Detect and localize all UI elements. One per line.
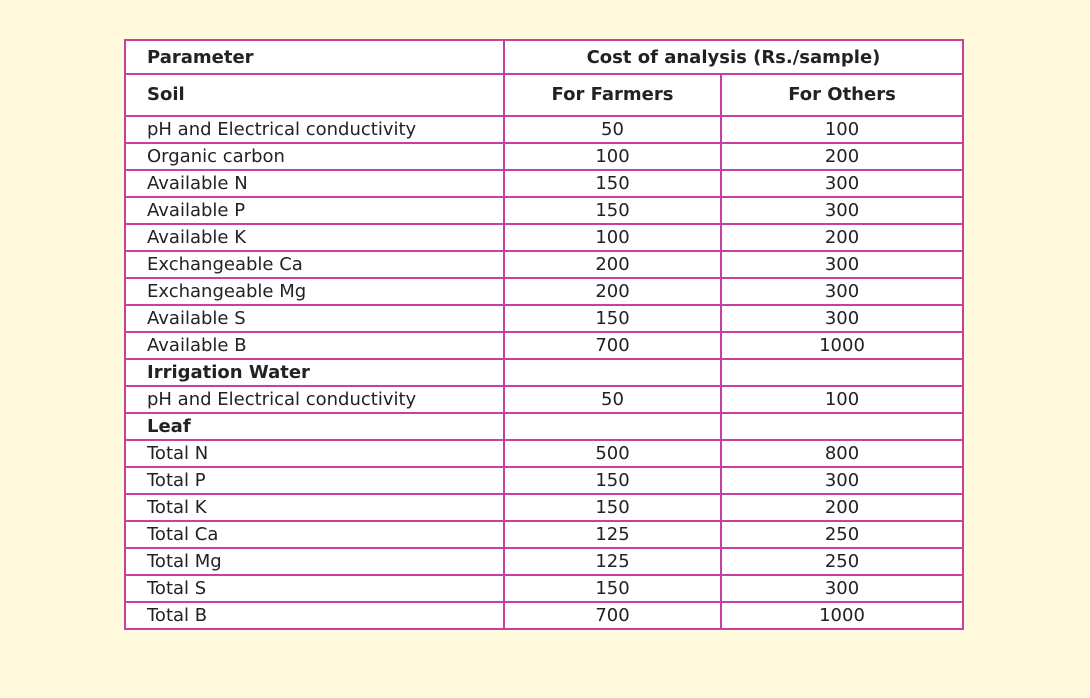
- param-cell: Exchangeable Ca: [124, 250, 505, 279]
- table-row: Exchangeable Mg 200 300: [124, 277, 965, 306]
- others-cost-cell: 1000: [719, 331, 965, 360]
- farmers-cost-cell: 150: [503, 169, 722, 198]
- farmers-cost-cell: 150: [503, 493, 722, 522]
- farmers-cost-cell: 200: [503, 250, 722, 279]
- others-cost-cell: 250: [719, 520, 965, 549]
- others-cost-cell: 200: [719, 142, 965, 171]
- param-cell: Total S: [124, 574, 505, 603]
- table-row: Total B 700 1000: [124, 601, 965, 630]
- parameter-header: Parameter: [124, 39, 505, 75]
- empty-cell: [503, 412, 722, 441]
- table-row: Available N 150 300: [124, 169, 965, 198]
- param-cell: Total N: [124, 439, 505, 468]
- cost-header: Cost of analysis (Rs./sample): [502, 39, 965, 75]
- section-row: Irrigation Water: [124, 358, 965, 387]
- table-row: Available S 150 300: [124, 304, 965, 333]
- others-cost-cell: 300: [719, 277, 965, 306]
- farmers-cost-cell: 125: [503, 547, 722, 576]
- table-row: Total P 150 300: [124, 466, 965, 495]
- farmers-cost-cell: 150: [503, 466, 722, 495]
- farmers-cost-cell: 150: [503, 196, 722, 225]
- farmers-cost-cell: 200: [503, 277, 722, 306]
- others-cost-cell: 200: [719, 493, 965, 522]
- table-row: Total N 500 800: [124, 439, 965, 468]
- others-cost-cell: 300: [719, 250, 965, 279]
- empty-cell: [503, 358, 722, 387]
- others-cost-cell: 300: [719, 196, 965, 225]
- others-header: For Others: [719, 73, 965, 117]
- table-row: Available K 100 200: [124, 223, 965, 252]
- others-cost-cell: 300: [719, 466, 965, 495]
- others-cost-cell: 1000: [719, 601, 965, 630]
- param-cell: Total K: [124, 493, 505, 522]
- others-cost-cell: 300: [719, 304, 965, 333]
- param-cell: Total P: [124, 466, 505, 495]
- param-cell: pH and Electrical conductivity: [124, 115, 505, 144]
- section-irrigation-water: Irrigation Water: [124, 358, 505, 387]
- section-leaf: Leaf: [124, 412, 505, 441]
- others-cost-cell: 200: [719, 223, 965, 252]
- table-row: pH and Electrical conductivity 50 100: [124, 115, 965, 144]
- header-row: Parameter Cost of analysis (Rs./sample): [124, 39, 965, 75]
- farmers-cost-cell: 100: [503, 142, 722, 171]
- table-row: Organic carbon 100 200: [124, 142, 965, 171]
- farmers-header: For Farmers: [503, 73, 722, 117]
- param-cell: Exchangeable Mg: [124, 277, 505, 306]
- param-cell: Organic carbon: [124, 142, 505, 171]
- param-cell: pH and Electrical conductivity: [124, 385, 505, 414]
- param-cell: Total Ca: [124, 520, 505, 549]
- farmers-cost-cell: 125: [503, 520, 722, 549]
- empty-cell: [719, 412, 965, 441]
- others-cost-cell: 300: [719, 169, 965, 198]
- farmers-cost-cell: 700: [503, 331, 722, 360]
- table-row: Exchangeable Ca 200 300: [124, 250, 965, 279]
- others-cost-cell: 100: [719, 385, 965, 414]
- param-cell: Available P: [124, 196, 505, 225]
- farmers-cost-cell: 150: [503, 304, 722, 333]
- others-cost-cell: 800: [719, 439, 965, 468]
- subheader-row: Soil For Farmers For Others: [124, 73, 965, 117]
- table-row: Total Mg 125 250: [124, 547, 965, 576]
- others-cost-cell: 300: [719, 574, 965, 603]
- cost-table: Parameter Cost of analysis (Rs./sample) …: [124, 39, 965, 630]
- farmers-cost-cell: 50: [503, 385, 722, 414]
- param-cell: Total Mg: [124, 547, 505, 576]
- others-cost-cell: 250: [719, 547, 965, 576]
- param-cell: Available S: [124, 304, 505, 333]
- empty-cell: [719, 358, 965, 387]
- table-row: Total Ca 125 250: [124, 520, 965, 549]
- others-cost-cell: 100: [719, 115, 965, 144]
- section-row: Leaf: [124, 412, 965, 441]
- section-soil: Soil: [124, 73, 505, 117]
- param-cell: Total B: [124, 601, 505, 630]
- param-cell: Available N: [124, 169, 505, 198]
- farmers-cost-cell: 500: [503, 439, 722, 468]
- param-cell: Available K: [124, 223, 505, 252]
- farmers-cost-cell: 50: [503, 115, 722, 144]
- param-cell: Available B: [124, 331, 505, 360]
- table-row: Available P 150 300: [124, 196, 965, 225]
- farmers-cost-cell: 100: [503, 223, 722, 252]
- table-row: Total K 150 200: [124, 493, 965, 522]
- table-row: Total S 150 300: [124, 574, 965, 603]
- table-row: pH and Electrical conductivity 50 100: [124, 385, 965, 414]
- farmers-cost-cell: 700: [503, 601, 722, 630]
- table-row: Available B 700 1000: [124, 331, 965, 360]
- farmers-cost-cell: 150: [503, 574, 722, 603]
